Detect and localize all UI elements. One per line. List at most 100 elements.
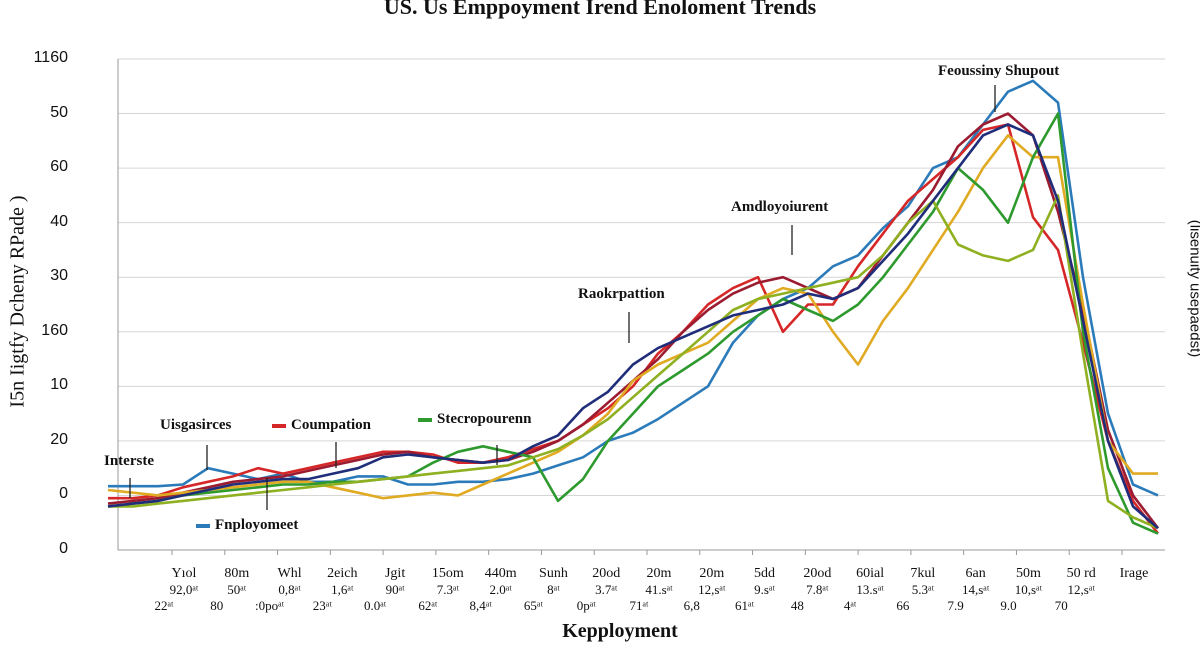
x-tick-label-line: 7.9 [947,598,964,613]
x-tick-label-line: 80 [210,598,224,613]
legend-swatch [196,523,210,528]
x-tick-label-line: 2.0ᵃᵗ [489,582,512,597]
series-line-6 [107,123,1159,530]
annotation-feoussiny-shupout: Feoussiny Shupout [938,63,1060,79]
x-tick-label-line: 41.sᵃᵗ [645,582,673,597]
x-tick-label-line: 50 rd [1066,566,1096,581]
x-tick-label: Yıol 92,0ᵃᵗ 22ᵃᵗ [154,566,214,614]
x-tick-label-line: 48 [790,598,804,613]
x-tick-label-line: Jgit [384,566,406,581]
x-axis-label: Kepployment [562,620,678,642]
x-tick-label-line: 60ial [856,566,885,581]
annotation-amdloyoiurent: Amdloyoiurent [731,199,829,215]
y-tick-label: 1160 [33,49,68,66]
x-tick-label: 6an 14,sᵃᵗ 7.9 [946,566,1006,614]
x-tick-label-line: 50m [1015,566,1041,581]
legend-swatch [418,417,432,422]
x-tick-label-line: 14,sᵃᵗ [961,582,990,597]
y-tick-label: 0 [59,485,68,503]
legend-label: Fnployomeet [215,517,299,533]
y-tick-label: 60 [50,158,68,176]
x-tick-label-line: 71ᵃᵗ [629,598,649,613]
series-line-2 [107,112,1160,529]
x-tick-label-line: 22ᵃᵗ [154,598,174,613]
annotation-pointers [129,85,996,510]
x-tick-label-line: 70 [1054,598,1068,613]
legend-item-employment: Fnployomeet [196,517,298,534]
x-tick-label-line: Whl [277,566,302,581]
x-tick-label-line: Yıol [171,566,197,581]
x-tick-label-line: 6,8 [683,598,700,613]
x-tick-label-line: 440m [484,566,517,581]
x-tick-label: 60ial 13.sᵃᵗ 4ᵃᵗ [840,566,900,614]
x-tick-label-line: 50ᵃᵗ [227,582,247,597]
x-tick-label-line: 9.sᵃᵗ [754,582,775,597]
x-tick-label: 20m 41.sᵃᵗ 71ᵃᵗ [629,566,689,614]
y-tick-label: 20 [50,430,68,448]
series-lines [107,79,1160,535]
x-tick-label-line: 15om [431,566,464,581]
y-tick-label: 10 [50,376,68,394]
x-tick-label-line: 23ᵃᵗ [312,598,332,613]
y-tick-label: 40 [50,212,68,230]
x-tick-label-line: 8ᵃᵗ [547,582,560,597]
x-tick-label-line: 20od [592,566,621,581]
x-tick-label-line: 7kul [910,566,936,581]
x-tick-label-line: 6an [965,566,986,581]
x-tick-label-line: 12,sᵃᵗ [698,582,726,597]
x-tick-label-line: 13.sᵃᵗ [856,582,884,597]
x-tick-label: 50m 10,sᵃᵗ 9.0 [998,566,1058,614]
y-axis-label-right: (lisenuity usepaedst) [1186,219,1200,358]
x-tick-label-line: 65ᵃᵗ [523,598,543,613]
x-tick-label-line: 92,0ᵃᵗ [169,582,199,597]
x-tick-label-line: 0.0ᵃᵗ [363,598,387,613]
x-tick-label-line: 5.3ᵃᵗ [911,582,935,597]
annotation-uisgasirces: Uisgasirces [160,417,232,433]
x-tick-label-line: 4ᵃᵗ [843,598,857,613]
x-tick-label-line: 0pᵃᵗ [576,598,596,613]
x-tick-label-line: 12,sᵃᵗ [1067,582,1095,597]
x-tick-label-line: 10,sᵃᵗ [1014,582,1043,597]
x-tick-label-line: 5dd [754,566,776,581]
x-tick-label-line: 7.8ᵃᵗ [806,582,829,597]
x-tick-label: 80m 50ᵃᵗ 80 [207,566,267,614]
series-line-3 [107,134,1158,500]
x-tick-label-line: 80m [224,566,250,581]
x-tick-label: 5dd 9.sᵃᵗ 61ᵃᵗ [735,566,795,614]
x-tick-label-line: 20od [803,566,832,581]
legend-label: Stecropourenn [437,411,532,427]
x-tick-label-line: 90ᵃᵗ [385,582,405,597]
x-tick-label: 7kul 5.3ᵃᵗ 66 [893,566,953,614]
series-line-1 [108,123,1160,535]
legend-item-coumpation: Coumpation [272,417,371,434]
x-tick-label: 20m 12,sᵃᵗ 6,8 [682,566,742,614]
x-tick-label-line: 62ᵃᵗ [418,598,438,613]
x-tick-label-line: 7.3ᵃᵗ [436,582,460,597]
legend-item-stecropourenn: Stecropourenn [418,411,531,428]
x-tick-label: Whl 0,8ᵃᵗ:0poᵃᵗ [255,566,320,614]
x-tick-label: Sunh 8ᵃᵗ 65ᵃᵗ [523,566,583,614]
x-tick-label-line: 20m [699,566,725,581]
x-tick-label-line: 9.0 [1000,598,1017,613]
x-tick-label-line: 3.7ᵃᵗ [595,582,618,597]
y-tick-label: 0 [59,540,68,557]
series-line-4 [107,112,1159,535]
x-tick-label-line: 0,8ᵃᵗ [278,582,301,597]
x-tick-label: 440m 2.0ᵃᵗ 8,4ᵃᵗ [470,566,531,614]
x-tick-label-line: 61ᵃᵗ [735,598,755,613]
x-tick-label-line: Irage [1119,566,1149,581]
annotation-interste: Interste [104,453,154,469]
x-tick-label: Irage [1104,566,1164,582]
x-tick-label-line: :0poᵃᵗ [254,598,285,613]
x-tick-label-line: 1,6ᵃᵗ [331,582,354,597]
series-line-5 [108,194,1159,530]
y-tick-label: 50 [50,103,68,121]
y-tick-label: 160 [41,321,68,339]
y-tick-label: 30 [50,267,68,285]
legend-label: Coumpation [291,417,372,433]
x-tick-label-line: 20m [646,566,672,581]
x-tick-label: 50 rd 12,sᵃᵗ 70 [1051,566,1111,614]
gridlines [118,58,1165,555]
x-tick-label: 2eich 1,6ᵃᵗ 23ᵃᵗ [312,566,372,614]
